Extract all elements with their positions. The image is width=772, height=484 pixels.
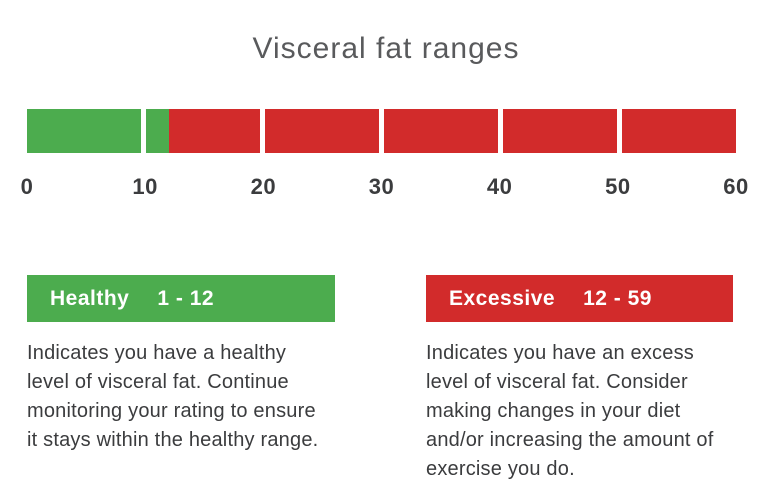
healthy-description: Indicates you have a healthy level of vi…	[27, 339, 318, 455]
chart-title: Visceral fat ranges	[252, 32, 520, 65]
axis-tick-label-40: 40	[486, 174, 513, 199]
excessive-description-line: making changes in your diet	[426, 400, 681, 422]
axis-tick-label-60: 60	[723, 174, 749, 199]
axis-tick-label-50: 50	[605, 174, 631, 199]
healthy-description-line: level of visceral fat. Continue	[27, 371, 289, 393]
bar-segment-0-10	[27, 109, 141, 153]
legend-healthy-label: Healthy	[50, 286, 130, 310]
bar-segment-40-50	[503, 109, 617, 153]
axis-tick-label-20: 20	[250, 174, 277, 199]
healthy-bar-portion	[27, 109, 141, 153]
range-bar	[27, 109, 736, 153]
legend-healthy-range: 1 - 12	[157, 286, 215, 310]
healthy-bar-portion	[146, 109, 169, 153]
legend-excessive: Excessive 12 - 59	[426, 275, 733, 322]
bar-segment-50-60	[622, 109, 736, 153]
axis-tick-label-0: 0	[20, 174, 34, 199]
axis-tick-label-30: 30	[368, 174, 395, 199]
excessive-description-line: exercise you do.	[426, 458, 575, 480]
healthy-description-line: monitoring your rating to ensure	[27, 400, 316, 422]
healthy-description-line: it stays within the healthy range.	[27, 429, 319, 451]
legend-healthy: Healthy 1 - 12	[27, 275, 335, 322]
bar-segment-10-20	[146, 109, 260, 153]
excessive-description: Indicates you have an excess level of vi…	[426, 339, 714, 484]
x-axis: 0 10 20 30 40 50 60	[21, 174, 749, 202]
healthy-description-line: Indicates you have a healthy	[27, 342, 287, 364]
bar-segment-20-30	[265, 109, 379, 153]
excessive-description-line: Indicates you have an excess	[426, 342, 694, 364]
excessive-description-line: level of visceral fat. Consider	[426, 371, 688, 393]
legend-excessive-label: Excessive	[449, 286, 556, 310]
legend-excessive-range: 12 - 59	[583, 286, 652, 310]
bar-segment-30-40	[384, 109, 498, 153]
axis-tick-label-10: 10	[132, 174, 158, 199]
excessive-description-line: and/or increasing the amount of	[426, 429, 714, 451]
